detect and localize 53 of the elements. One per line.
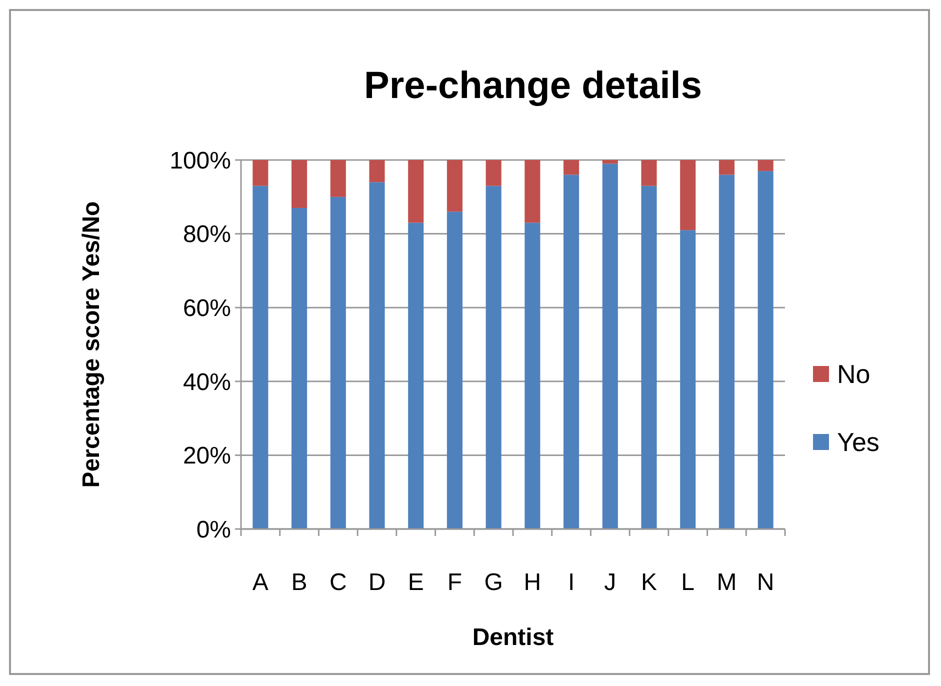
y-tick-label: 0% xyxy=(196,516,231,544)
bar xyxy=(446,212,462,529)
x-tick-label: F xyxy=(447,569,462,596)
bar xyxy=(252,186,268,529)
bar xyxy=(369,182,385,529)
bar xyxy=(680,160,696,230)
x-tick-label: L xyxy=(681,569,695,596)
y-tick-label: 40% xyxy=(182,368,231,396)
bar xyxy=(330,196,346,529)
bar xyxy=(524,222,540,529)
bar xyxy=(252,160,268,186)
bar xyxy=(718,160,734,175)
bar xyxy=(602,160,618,164)
bar xyxy=(641,160,657,186)
x-tick-label: I xyxy=(568,569,575,596)
y-axis-title: Percentage score Yes/No xyxy=(78,201,105,488)
x-tick-label: J xyxy=(604,569,616,596)
bar xyxy=(369,160,385,182)
x-tick-label: G xyxy=(484,569,503,596)
x-tick-label: H xyxy=(524,569,542,596)
bar xyxy=(408,222,424,529)
legend-label: Yes xyxy=(837,427,880,458)
y-tick-label: 60% xyxy=(182,295,231,322)
bar xyxy=(758,171,774,529)
bar xyxy=(564,160,580,175)
bar xyxy=(408,160,424,223)
legend-label: No xyxy=(837,359,870,390)
bar xyxy=(330,160,346,197)
bar xyxy=(758,160,774,172)
y-tick-label: 20% xyxy=(182,442,231,470)
bar xyxy=(292,160,308,208)
x-tick-label: B xyxy=(291,569,308,596)
bar xyxy=(602,164,618,529)
bar xyxy=(486,160,502,186)
chart-title: Pre-change details xyxy=(364,65,702,107)
bar xyxy=(446,160,462,212)
x-tick-label: N xyxy=(756,569,774,596)
bar xyxy=(718,174,734,529)
y-tick-label: 100% xyxy=(170,147,231,174)
x-tick-label: D xyxy=(368,569,386,596)
bar xyxy=(486,186,502,529)
bar xyxy=(292,208,308,529)
x-tick-label: A xyxy=(252,569,268,596)
bar xyxy=(524,160,540,223)
bar xyxy=(680,230,696,529)
x-tick-label: C xyxy=(329,569,347,596)
y-tick-label: 80% xyxy=(182,221,231,248)
x-tick-label: K xyxy=(640,569,658,596)
bar xyxy=(564,174,580,529)
x-axis-title: Dentist xyxy=(472,624,554,651)
x-tick-label: M xyxy=(716,569,737,596)
x-tick-label: E xyxy=(408,569,424,596)
bar xyxy=(641,186,657,529)
